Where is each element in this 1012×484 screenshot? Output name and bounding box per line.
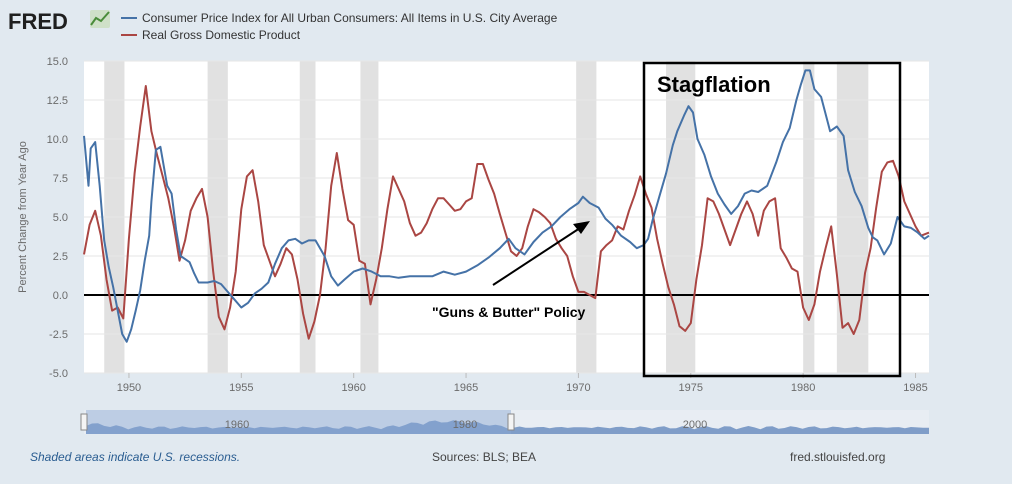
footer-recession-note: Shaded areas indicate U.S. recessions.: [30, 450, 241, 464]
navigator-handle-left[interactable]: [80, 413, 88, 431]
x-tick-label: 1955: [229, 382, 253, 394]
annotation-stagflation: Stagflation: [657, 72, 771, 97]
x-tick-label: 1970: [566, 382, 590, 394]
y-tick-label: 10.0: [47, 134, 68, 146]
navigator-selection[interactable]: [86, 410, 511, 434]
series-line-cpi: [83, 69, 930, 343]
y-tick-label: 0.0: [53, 290, 68, 302]
navigator-label: 1960: [225, 419, 249, 431]
logo-graph-icon: [90, 10, 110, 28]
navigator[interactable]: 1960 1980 2000: [80, 410, 929, 434]
y-tick-label: 15.0: [47, 56, 68, 68]
y-tick-label: 12.5: [47, 95, 68, 107]
stagflation-box: [642, 61, 902, 378]
y-tick-label: -5.0: [49, 368, 68, 380]
x-tick-label: 1980: [791, 382, 815, 394]
x-tick-label: 1950: [117, 382, 141, 394]
series-line-gdp: [83, 85, 930, 340]
footer-url[interactable]: fred.stlouisfed.org: [790, 450, 886, 464]
x-tick-label: 1975: [679, 382, 703, 394]
annotation-guns-butter: "Guns & Butter" Policy: [432, 304, 586, 320]
navigator-label: 1980: [453, 419, 477, 431]
legend-label-gdp: Real Gross Domestic Product: [142, 28, 301, 42]
navigator-area: [86, 420, 929, 434]
navigator-handle-right[interactable]: [507, 413, 515, 431]
legend[interactable]: Consumer Price Index for All Urban Consu…: [121, 11, 558, 42]
y-tick-label: 2.5: [53, 251, 68, 263]
y-tick-label: 5.0: [53, 212, 68, 224]
x-tick-label: 1960: [341, 382, 365, 394]
y-tick-label: -2.5: [49, 329, 68, 341]
legend-label-cpi: Consumer Price Index for All Urban Consu…: [142, 11, 558, 25]
x-tick-label: 1965: [454, 382, 478, 394]
footer-sources: Sources: BLS; BEA: [432, 450, 537, 464]
guns-butter-arrow: [492, 221, 590, 286]
navigator-label: 2000: [683, 419, 707, 431]
y-tick-label: 7.5: [53, 173, 68, 185]
y-axis-label: Percent Change from Year Ago: [17, 141, 29, 293]
fred-logo: FRED: [8, 9, 68, 34]
x-tick-label: 1985: [903, 382, 927, 394]
